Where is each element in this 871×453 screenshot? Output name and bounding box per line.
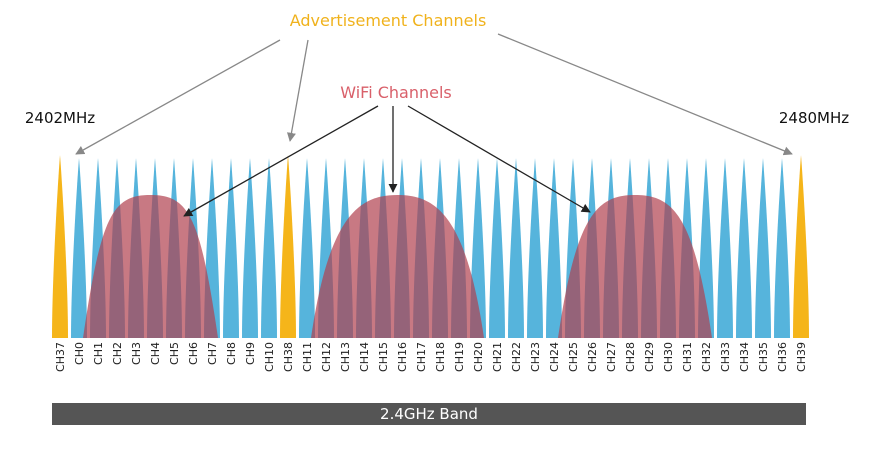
frequency-high-label: 2480MHz xyxy=(779,109,849,127)
channel-spike-ch36 xyxy=(774,158,790,338)
channel-label-ch33: CH33 xyxy=(719,342,732,372)
advertisement-channels-label: Advertisement Channels xyxy=(290,11,487,30)
channel-spike-ch21 xyxy=(489,158,505,338)
wifi-arrow-1 xyxy=(183,105,379,217)
channel-spike-ch22 xyxy=(508,158,524,338)
advertisement-arrow-ch37 xyxy=(75,39,281,155)
channel-label-ch21: CH21 xyxy=(491,342,504,372)
channel-label-ch17: CH17 xyxy=(415,342,428,372)
channel-label-ch36: CH36 xyxy=(776,342,789,372)
channel-label-ch8: CH8 xyxy=(225,342,238,365)
channel-spike-ch10 xyxy=(261,158,277,338)
channel-label-ch13: CH13 xyxy=(339,342,352,372)
channel-label-ch32: CH32 xyxy=(700,342,713,372)
channel-spike-ch37 xyxy=(52,155,68,338)
channel-label-ch5: CH5 xyxy=(168,342,181,365)
channel-label-ch23: CH23 xyxy=(529,342,542,372)
band-bar xyxy=(52,403,806,425)
wifi-hump-2 xyxy=(311,195,484,338)
channel-label-ch37: CH37 xyxy=(54,342,67,372)
channel-label-ch19: CH19 xyxy=(453,342,466,372)
channel-label-ch16: CH16 xyxy=(396,342,409,372)
channel-spike-ch9 xyxy=(242,158,258,338)
channel-label-ch24: CH24 xyxy=(548,342,561,372)
channel-label-ch0: CH0 xyxy=(73,342,86,365)
channel-label-ch30: CH30 xyxy=(662,342,675,372)
channel-label-ch35: CH35 xyxy=(757,342,770,372)
channel-label-ch31: CH31 xyxy=(681,342,694,372)
channel-spike-ch39 xyxy=(793,155,809,338)
channel-label-ch29: CH29 xyxy=(643,342,656,372)
channel-spike-ch33 xyxy=(717,158,733,338)
channel-spike-ch34 xyxy=(736,158,752,338)
channel-label-ch20: CH20 xyxy=(472,342,485,372)
channel-spike-ch38 xyxy=(280,155,296,338)
wifi-hump-1 xyxy=(83,195,218,338)
channel-label-ch15: CH15 xyxy=(377,342,390,372)
channel-label-ch7: CH7 xyxy=(206,342,219,365)
frequency-low-label: 2402MHz xyxy=(25,109,95,127)
channel-label-ch6: CH6 xyxy=(187,342,200,365)
wifi-hump-3 xyxy=(558,195,712,338)
channel-label-ch11: CH11 xyxy=(301,342,314,372)
channel-label-ch12: CH12 xyxy=(320,342,333,372)
channel-label-ch34: CH34 xyxy=(738,342,751,372)
channel-label-ch10: CH10 xyxy=(263,342,276,372)
wifi-channels-label: WiFi Channels xyxy=(340,83,452,102)
channel-spike-ch11 xyxy=(299,158,315,338)
channel-label-ch26: CH26 xyxy=(586,342,599,372)
channel-spike-ch8 xyxy=(223,158,239,338)
advertisement-arrow-ch39 xyxy=(497,33,793,156)
channel-spike-ch23 xyxy=(527,158,543,338)
advertisement-arrow-ch38 xyxy=(286,39,309,142)
channel-spike-ch35 xyxy=(755,158,771,338)
wifi-arrow-3 xyxy=(407,105,591,213)
channel-labels: CH37 CH0 CH1 CH2 CH3 CH4 CH5 CH6 CH7 CH8 CH9 CH10 CH… xyxy=(54,342,808,372)
channel-label-ch18: CH18 xyxy=(434,342,447,372)
channel-label-ch14: CH14 xyxy=(358,342,371,372)
channel-spike-ch0 xyxy=(71,158,87,338)
channel-label-ch9: CH9 xyxy=(244,342,257,365)
channel-label-ch38: CH38 xyxy=(282,342,295,372)
channel-label-ch3: CH3 xyxy=(130,342,143,365)
channel-label-ch39: CH39 xyxy=(795,342,808,372)
channel-label-ch2: CH2 xyxy=(111,342,124,365)
band-label: 2.4GHz Band xyxy=(380,405,478,423)
channel-label-ch27: CH27 xyxy=(605,342,618,372)
channel-label-ch22: CH22 xyxy=(510,342,523,372)
channel-label-ch25: CH25 xyxy=(567,342,580,372)
channel-label-ch1: CH1 xyxy=(92,342,105,365)
channel-label-ch4: CH4 xyxy=(149,342,162,365)
channel-label-ch28: CH28 xyxy=(624,342,637,372)
wifi-channel-humps xyxy=(83,195,712,338)
channel-spike-ch24 xyxy=(546,158,562,338)
